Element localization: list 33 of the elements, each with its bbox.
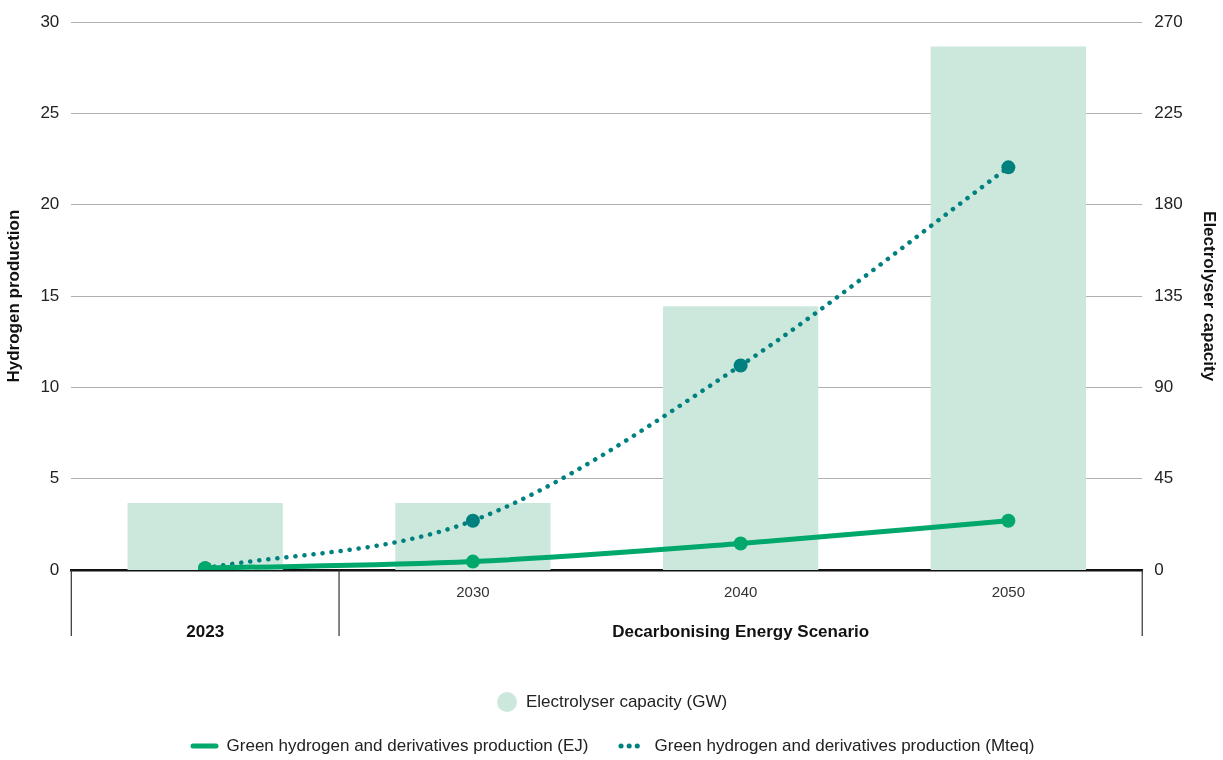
x-tick-label: 2050 (991, 583, 1026, 601)
bar (663, 306, 819, 570)
y-axis-title: Hydrogen production (3, 209, 23, 383)
legend-label: Green hydrogen and derivatives production (EJ) (226, 736, 589, 756)
x-tick-label: 2040 (723, 583, 758, 601)
y2-tick-label: 270 (1154, 11, 1183, 31)
y2-tick-label: 90 (1154, 377, 1174, 397)
point (733, 536, 748, 551)
y2-tick-label: 135 (1154, 285, 1183, 305)
y2-tick-label: 45 (1154, 468, 1174, 488)
point (733, 358, 748, 373)
y-tick-label: 25 (40, 103, 60, 123)
legend-label: Green hydrogen and derivatives production (Mteq) (654, 736, 1035, 756)
point (1001, 513, 1016, 528)
y-tick-label: 20 (40, 194, 60, 214)
bar (127, 503, 283, 570)
point (465, 554, 480, 569)
text: Decarbonising Energy Scenario (612, 621, 870, 641)
text: 2023 (186, 621, 225, 641)
y2-tick-label: 225 (1154, 103, 1183, 123)
legend-label: Electrolyser capacity (GW) (525, 692, 728, 712)
y-tick-label: 10 (40, 377, 60, 397)
y2-tick-label: 180 (1154, 194, 1183, 214)
y2-tick-label: 0 (1154, 559, 1164, 579)
y-tick-label: 30 (40, 11, 60, 31)
y2-axis-title: Electrolyser capacity (1200, 211, 1220, 382)
y-tick-label: 0 (49, 559, 60, 579)
point (1001, 160, 1016, 175)
x-tick-label: 2030 (456, 583, 490, 601)
bar (930, 46, 1087, 570)
y-tick-label: 15 (40, 285, 60, 305)
point (465, 513, 480, 528)
y-tick-label: 5 (49, 468, 60, 488)
